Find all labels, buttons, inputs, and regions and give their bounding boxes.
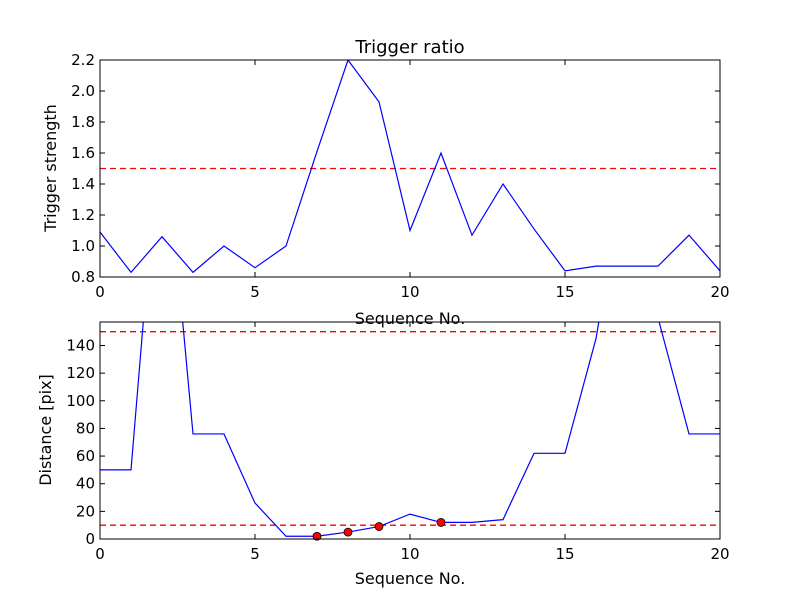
bottom-data-marker bbox=[436, 518, 446, 527]
bottom-y-tick-label: 100 bbox=[66, 392, 95, 410]
top-y-tick-label: 1.0 bbox=[71, 237, 95, 255]
top-y-tick-label: 1.2 bbox=[71, 206, 95, 224]
top-y-tick-label: 2.2 bbox=[71, 51, 95, 69]
bottom-x-tick-label: 20 bbox=[710, 545, 729, 563]
bottom-data-marker bbox=[374, 522, 384, 531]
bottom-y-axis-label: Distance [pix] bbox=[36, 374, 55, 486]
top-axes: Trigger ratio 0 5 10 15 20 0.8 1.0 1.2 1.4 1.6 1.8… bbox=[41, 37, 730, 328]
top-x-axis-label: Sequence No. bbox=[355, 309, 466, 328]
top-y-tick-label: 1.6 bbox=[71, 144, 95, 162]
top-x-tick-label: 5 bbox=[250, 283, 260, 301]
top-y-axis-label: Trigger strength bbox=[41, 104, 60, 233]
top-x-tick-label: 0 bbox=[95, 283, 105, 301]
bottom-x-axis-label: Sequence No. bbox=[355, 569, 466, 588]
bottom-x-tick-label: 10 bbox=[400, 545, 419, 563]
bottom-x-tick-label: 0 bbox=[95, 545, 105, 563]
bottom-y-tick-label: 40 bbox=[76, 475, 95, 493]
top-y-tick-label: 2.0 bbox=[71, 82, 95, 100]
bottom-y-tick-label: 120 bbox=[66, 364, 95, 382]
bottom-y-tick-label: 0 bbox=[85, 530, 95, 548]
top-y-tick-label: 1.4 bbox=[71, 175, 95, 193]
top-y-tick-label: 1.8 bbox=[71, 113, 95, 131]
bottom-data-marker bbox=[343, 527, 353, 537]
bottom-y-tick-label: 80 bbox=[76, 419, 95, 437]
bottom-x-tick-label: 15 bbox=[555, 545, 574, 563]
bottom-y-tick-label: 140 bbox=[66, 336, 95, 354]
bottom-data-marker bbox=[312, 531, 322, 541]
top-y-tick-label: 0.8 bbox=[71, 268, 95, 286]
bottom-y-tick-label: 60 bbox=[76, 447, 95, 465]
bottom-x-tick-label: 5 bbox=[250, 545, 260, 563]
bottom-series-line-0 bbox=[100, 322, 720, 537]
top-series-line-0 bbox=[100, 60, 720, 274]
bottom-y-tick-label: 20 bbox=[76, 502, 95, 520]
top-x-tick-label: 20 bbox=[710, 283, 729, 301]
top-chart-title: Trigger ratio bbox=[354, 37, 464, 58]
top-x-tick-label: 15 bbox=[555, 283, 574, 301]
top-x-tick-label: 10 bbox=[400, 283, 419, 301]
